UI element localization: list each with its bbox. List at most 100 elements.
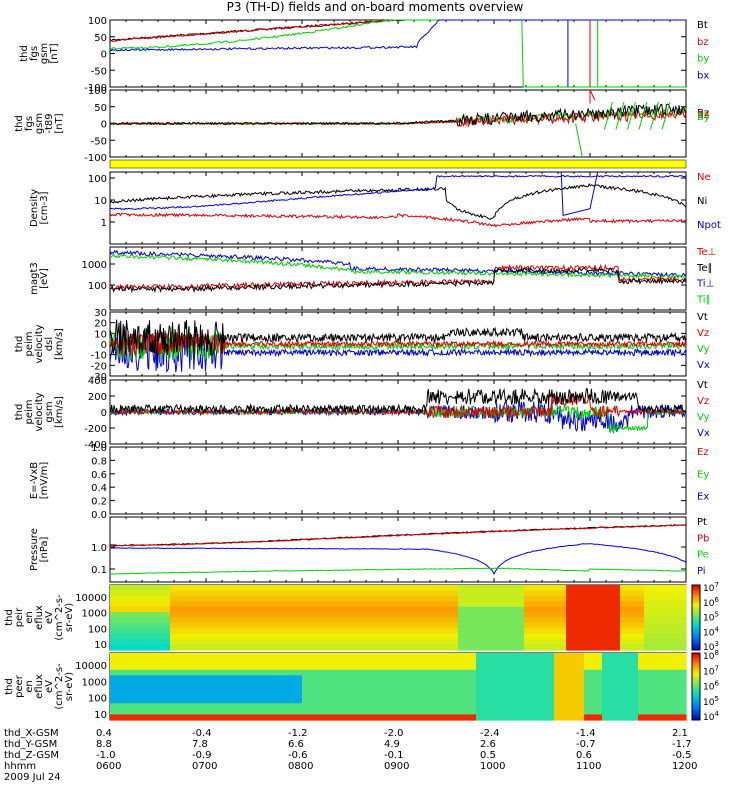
spectrogram-cell <box>278 714 285 721</box>
spectrogram-cell <box>260 703 267 710</box>
spectrogram-cell <box>314 622 321 629</box>
spectrogram-cell <box>530 686 537 693</box>
spectrogram-cell <box>578 644 585 651</box>
spectrogram-cell <box>344 601 351 608</box>
spectrogram-cell <box>146 633 153 640</box>
spectrogram-cell <box>212 680 219 688</box>
y-tick-label: 10 <box>94 640 107 651</box>
spectrogram-cell <box>632 697 639 704</box>
spectrogram-cell <box>218 658 225 665</box>
spectrogram-cell <box>662 653 669 660</box>
spectrogram-cell <box>224 669 231 676</box>
spectrogram-cell <box>170 703 177 710</box>
y-tick-label: 0 <box>101 340 107 351</box>
spectrogram-cell <box>272 617 279 624</box>
spectrogram-cell <box>644 617 651 624</box>
legend-Vx: Vx <box>697 360 710 371</box>
spectrogram-cell <box>254 595 261 602</box>
spectrogram-cell <box>194 686 201 693</box>
spectrogram-cell <box>626 628 633 635</box>
spectrogram-cell <box>242 692 249 699</box>
spectrogram-cell <box>128 658 135 665</box>
spectrogram-cell <box>590 628 597 635</box>
spectrogram-cell <box>398 628 405 635</box>
spectrogram-cell <box>290 653 297 660</box>
spectrogram-cell <box>554 601 561 608</box>
spectrogram-cell <box>386 628 393 635</box>
spectrogram-cell <box>200 612 207 619</box>
spectrogram-cell <box>254 601 261 608</box>
spectrogram-cell <box>194 612 201 619</box>
spectrogram-cell <box>200 664 207 671</box>
legend-bx: bx <box>697 70 709 81</box>
spectrogram-cell <box>218 708 225 716</box>
spectrogram-cell <box>302 675 309 682</box>
spectrogram-cell <box>218 686 225 693</box>
spectrogram-cell <box>524 595 531 602</box>
spectrogram-cell <box>230 714 237 721</box>
spectrogram-cell <box>386 606 393 613</box>
spectrogram-cell <box>194 590 201 597</box>
spectrogram-cell <box>500 675 507 682</box>
spectrogram-cell <box>542 639 549 646</box>
spectrogram-cell <box>674 669 681 676</box>
spectrogram-cell <box>458 680 465 688</box>
spectrogram-cell <box>662 612 669 619</box>
spectrogram-cell <box>476 653 483 660</box>
spectrogram-cell <box>182 692 189 699</box>
spectrogram-cell <box>494 606 501 613</box>
spectrogram-cell <box>476 622 483 629</box>
spectrogram-cell <box>662 585 669 592</box>
spectrogram-cell <box>620 692 627 699</box>
spectrogram-cell <box>260 601 267 608</box>
spectrogram-cell <box>242 664 249 671</box>
spectrogram-cell <box>314 703 321 710</box>
spectrogram-cell <box>506 617 513 624</box>
spectrogram-cell <box>338 703 345 710</box>
spectrogram-cell <box>266 653 273 660</box>
spectrogram-cell <box>272 675 279 682</box>
spectrogram-cell <box>638 692 645 699</box>
spectrogram-cell <box>614 680 621 688</box>
spectrogram-cell <box>548 680 555 688</box>
spectrogram-cell <box>446 606 453 613</box>
spectrogram-cell <box>284 692 291 699</box>
colorbar-cell <box>692 593 700 596</box>
spectrogram-cell <box>422 669 429 676</box>
spectrogram-cell <box>362 595 369 602</box>
y-tick-label: -100 <box>84 153 107 164</box>
spectrogram-cell <box>296 658 303 665</box>
spectrogram-cell <box>398 590 405 597</box>
spectrogram-cell <box>200 653 207 660</box>
spectrogram-cell <box>170 686 177 693</box>
spectrogram-cell <box>560 658 567 665</box>
spectrogram-cell <box>494 692 501 699</box>
spectrogram-cell <box>602 714 609 721</box>
spectrogram-cell <box>224 622 231 629</box>
spectrogram-cell <box>404 697 411 704</box>
spectrogram-cell <box>446 585 453 592</box>
spectrogram-cell <box>152 622 159 629</box>
spectrogram-cell <box>464 669 471 676</box>
y-tick-label: 1 <box>101 218 107 229</box>
spectrogram-cell <box>548 653 555 660</box>
spectrogram-cell <box>302 601 309 608</box>
spectrogram-cell <box>536 669 543 676</box>
spectrogram-cell <box>266 686 273 693</box>
spectrogram-cell <box>266 675 273 682</box>
spectrogram-cell <box>602 680 609 688</box>
spectrogram-cell <box>614 622 621 629</box>
y-axis-label: magt3 <box>29 262 40 295</box>
colorbar-cell <box>692 638 700 641</box>
spectrogram-cell <box>344 590 351 597</box>
spectrogram-cell <box>404 669 411 676</box>
y-axis-label: eV <box>44 680 55 693</box>
spectrogram-cell <box>446 658 453 665</box>
spectrogram-cell <box>548 606 555 613</box>
spectrogram-cell <box>656 680 663 688</box>
spectrogram-cell <box>680 601 687 608</box>
spectrogram-cell <box>404 590 411 597</box>
spectrogram-cell <box>194 675 201 682</box>
spectrogram-cell <box>158 633 165 640</box>
spectrogram-cell <box>116 590 123 597</box>
